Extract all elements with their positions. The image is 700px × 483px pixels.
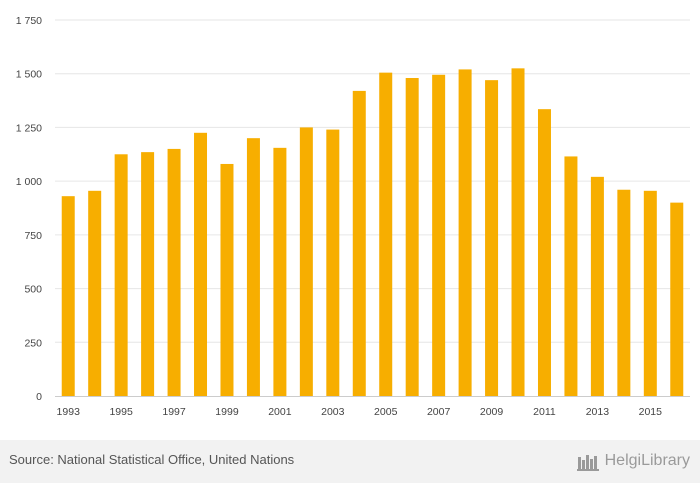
helgi-library-logo[interactable]: HelgiLibrary <box>576 448 690 474</box>
bar-2012[interactable] <box>564 156 578 396</box>
bar-2014[interactable] <box>617 189 631 396</box>
bar-2006[interactable] <box>405 78 419 397</box>
y-tick-label: 250 <box>24 337 42 349</box>
bar-2015[interactable] <box>643 190 657 396</box>
bar-2005[interactable] <box>379 72 393 396</box>
bar-2002[interactable] <box>299 127 313 396</box>
library-buildings-icon <box>576 455 599 471</box>
bar-2007[interactable] <box>432 74 446 396</box>
bar-2013[interactable] <box>590 176 604 396</box>
x-tick-label: 2015 <box>639 406 663 418</box>
bar-1999[interactable] <box>220 163 234 396</box>
y-axis-ticks: 0 250 500 750 1 000 1 250 1 500 1 750 <box>16 15 42 403</box>
bar-2004[interactable] <box>352 90 366 396</box>
bar-2001[interactable] <box>273 147 287 396</box>
bar-2000[interactable] <box>246 138 260 396</box>
bars <box>61 68 684 397</box>
footer: Source: National Statistical Office, Uni… <box>0 440 700 483</box>
x-tick-label: 2009 <box>480 406 504 418</box>
y-tick-label: 1 000 <box>16 176 42 188</box>
x-tick-label: 2003 <box>321 406 345 418</box>
bar-2016[interactable] <box>670 202 684 396</box>
bar-2008[interactable] <box>458 69 472 396</box>
x-tick-label: 2001 <box>268 406 292 418</box>
x-tick-label: 2013 <box>586 406 610 418</box>
x-tick-label: 2007 <box>427 406 451 418</box>
x-tick-label: 2011 <box>533 406 556 418</box>
bar-2009[interactable] <box>485 80 499 396</box>
y-tick-label: 1 250 <box>16 122 42 134</box>
y-tick-label: 1 500 <box>16 69 42 81</box>
bar-1996[interactable] <box>141 152 155 396</box>
y-tick-label: 0 <box>36 391 42 403</box>
source-note: Source: National Statistical Office, Uni… <box>9 452 295 467</box>
y-tick-label: 500 <box>24 284 42 296</box>
x-tick-label: 1999 <box>215 406 239 418</box>
bar-2011[interactable] <box>537 109 551 396</box>
bar-2010[interactable] <box>511 68 525 396</box>
bar-1997[interactable] <box>167 148 181 396</box>
x-tick-label: 1997 <box>162 406 186 418</box>
x-tick-label: 1993 <box>57 406 81 418</box>
y-tick-label: 1 750 <box>16 15 42 27</box>
bar-1998[interactable] <box>194 132 208 397</box>
bar-1993[interactable] <box>61 196 75 396</box>
logo-text: HelgiLibrary <box>604 452 690 469</box>
x-axis-ticks: 1993 1995 1997 1999 2001 2003 2005 2007 2009 2011… <box>57 406 663 418</box>
gridlines <box>55 19 690 343</box>
x-tick-label: 2005 <box>374 406 398 418</box>
bar-1995[interactable] <box>114 154 128 396</box>
bar-1994[interactable] <box>88 190 102 396</box>
bar-2003[interactable] <box>326 129 340 396</box>
y-tick-label: 750 <box>24 230 42 242</box>
x-tick-label: 1995 <box>109 406 133 418</box>
